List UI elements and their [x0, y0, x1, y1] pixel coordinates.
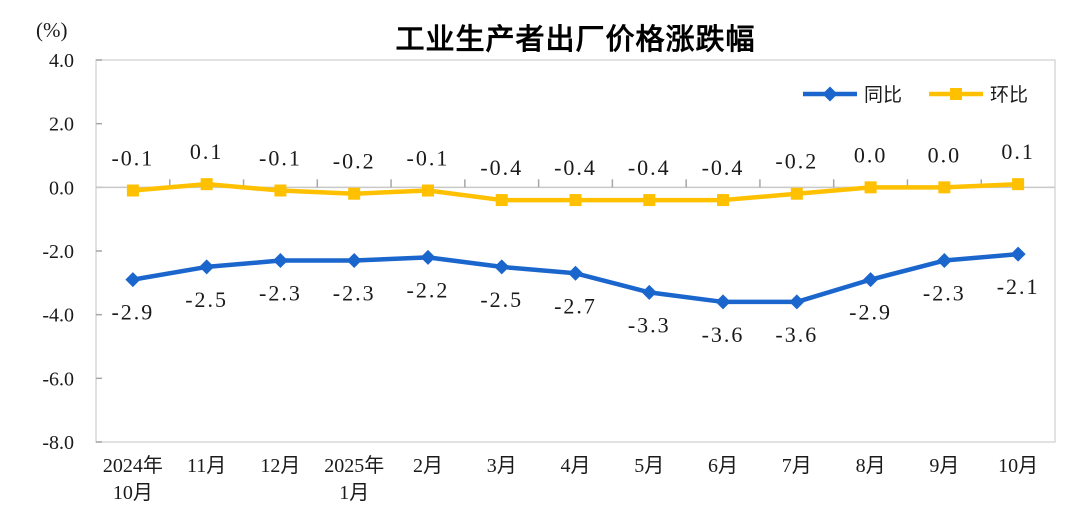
square-marker-mom — [421, 184, 434, 197]
y-axis-tick-label: -2.0 — [42, 241, 74, 263]
x-axis-label: 11月 — [187, 455, 226, 477]
square-marker-mom — [495, 194, 508, 207]
data-label-mom: -0.2 — [333, 149, 376, 174]
diamond-marker-yoy — [641, 284, 657, 300]
square-marker-mom — [274, 184, 287, 197]
x-axis-label: 6月 — [708, 455, 738, 477]
square-marker-mom — [1012, 178, 1025, 191]
square-marker-mom — [717, 194, 730, 207]
x-axis-label: 2025年 — [324, 454, 384, 477]
x-axis-label: 1月 — [339, 482, 369, 504]
x-axis-label: 10月 — [998, 455, 1038, 477]
diamond-marker-yoy — [568, 265, 583, 281]
data-label-yoy: -2.5 — [185, 287, 228, 312]
data-label-yoy: -2.9 — [111, 300, 154, 325]
diamond-marker-yoy — [494, 259, 510, 275]
diamond-marker-yoy — [789, 294, 805, 310]
diamond-marker-yoy — [936, 253, 952, 269]
diamond-marker-yoy — [272, 253, 288, 269]
square-marker-mom — [790, 187, 803, 200]
data-label-yoy: -2.1 — [997, 274, 1040, 299]
data-label-mom: 0.0 — [854, 142, 888, 167]
legend: 同比 环比 — [802, 80, 1028, 107]
square-marker-mom — [126, 184, 139, 197]
x-axis-label: 9月 — [929, 455, 959, 477]
square-marker-mom — [569, 194, 582, 207]
square-marker-mom — [938, 181, 951, 194]
diamond-marker-yoy — [1010, 246, 1026, 262]
diamond-marker-yoy — [863, 272, 879, 288]
y-axis-tick-label: 2.0 — [49, 114, 74, 136]
x-axis-label: 5月 — [634, 455, 664, 477]
data-label-yoy: -2.5 — [480, 287, 523, 312]
data-label-mom: 0.1 — [190, 139, 224, 164]
x-axis-label: 10月 — [113, 482, 153, 504]
data-label-mom: -0.1 — [111, 146, 154, 171]
data-label-yoy: -2.7 — [554, 293, 597, 318]
x-axis-label: 2月 — [413, 455, 443, 477]
diamond-marker-yoy — [715, 294, 731, 310]
x-axis-label: 4月 — [561, 455, 591, 477]
data-label-yoy: -2.3 — [333, 281, 376, 306]
y-axis-tick-label: 0.0 — [49, 177, 74, 199]
x-axis-label: 7月 — [782, 455, 812, 477]
legend-label-mom: 环比 — [990, 85, 1029, 106]
y-axis-tick-label: -8.0 — [42, 432, 74, 454]
data-label-yoy: -2.3 — [259, 281, 302, 306]
line-square-marker-icon — [929, 87, 984, 100]
y-axis-tick-label: 4.0 — [49, 50, 74, 72]
data-label-yoy: -3.3 — [628, 312, 671, 337]
data-label-mom: -0.1 — [407, 146, 450, 171]
diamond-marker-yoy — [346, 253, 362, 269]
data-label-mom: -0.2 — [775, 149, 818, 174]
diamond-marker-yoy — [199, 259, 215, 275]
data-label-mom: 0.1 — [1001, 139, 1035, 164]
legend-item-yoy[interactable]: 同比 — [802, 80, 902, 107]
y-axis-tick-label: -6.0 — [42, 368, 74, 390]
x-axis-label: 8月 — [856, 455, 886, 477]
square-marker-mom — [200, 178, 213, 191]
data-label-mom: -0.4 — [480, 155, 523, 180]
legend-item-mom[interactable]: 环比 — [928, 80, 1028, 107]
data-label-mom: 0.0 — [928, 142, 962, 167]
data-label-yoy: -3.6 — [775, 322, 818, 347]
x-axis-label: 12月 — [260, 455, 300, 477]
x-axis-label: 3月 — [487, 455, 517, 477]
line-diamond-marker-icon — [803, 86, 857, 101]
square-marker-mom — [348, 187, 361, 200]
data-label-mom: -0.4 — [554, 155, 597, 180]
y-axis-unit-label: (%) — [36, 18, 68, 42]
data-label-mom: -0.4 — [628, 155, 671, 180]
data-label-yoy: -2.2 — [407, 277, 450, 302]
y-axis-tick-label: -4.0 — [42, 305, 74, 327]
data-label-mom: -0.4 — [702, 155, 745, 180]
plot-border — [95, 59, 1056, 443]
data-label-yoy: -3.6 — [702, 322, 745, 347]
data-label-mom: -0.1 — [259, 146, 302, 171]
data-label-yoy: -2.9 — [849, 300, 892, 325]
chart-title: 工业生产者出厂价格涨跌幅 — [395, 24, 756, 56]
square-marker-mom — [864, 181, 877, 194]
diamond-marker-yoy — [420, 249, 436, 265]
x-axis-label: 2024年 — [103, 454, 163, 477]
legend-label-yoy: 同比 — [864, 85, 903, 106]
square-marker-mom — [643, 194, 656, 207]
data-label-yoy: -2.3 — [923, 281, 966, 306]
diamond-marker-yoy — [125, 272, 141, 288]
